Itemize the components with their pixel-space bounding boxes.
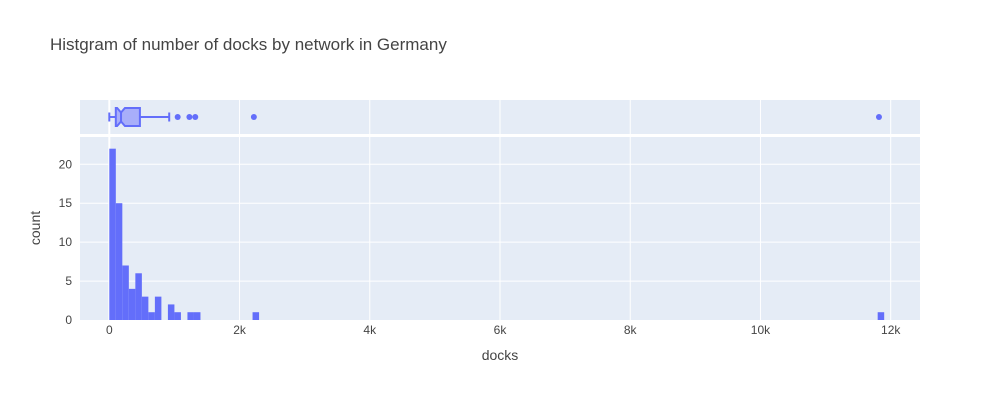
histogram-bar-0	[109, 148, 116, 320]
histogram-gridlines	[80, 137, 920, 320]
box-outlier-1	[186, 114, 193, 120]
histogram-bar-5	[141, 296, 149, 320]
histogram-bar-1	[115, 203, 123, 320]
x-tick-label-6: 12k	[881, 323, 901, 337]
marginal-box-plot	[108, 107, 882, 127]
histogram-bar-13	[877, 312, 885, 320]
histogram-bar-12	[252, 312, 260, 320]
x-tick-label-3: 6k	[494, 323, 508, 337]
y-tick-label-4: 20	[59, 157, 73, 171]
x-tick-label-5: 10k	[751, 323, 771, 337]
histogram-bars	[109, 148, 885, 320]
box-body	[114, 107, 141, 127]
y-axis-ticks: 0 5 10 15 20	[59, 157, 73, 327]
x-axis-label: docks	[482, 347, 519, 363]
marginal-box-gridlines	[108, 100, 892, 134]
y-tick-label-1: 5	[65, 274, 72, 288]
histogram-bar-9	[174, 312, 181, 320]
x-tick-label-1: 2k	[233, 323, 247, 337]
x-axis-ticks: 0 2k 4k 6k 8k 10k 12k	[106, 323, 901, 337]
histogram-bar-6	[148, 312, 155, 320]
histogram-bar-8	[167, 304, 175, 320]
x-tick-label-2: 4k	[363, 323, 377, 337]
y-tick-label-2: 10	[59, 235, 73, 249]
histogram-bar-10	[187, 312, 194, 320]
box-outlier-4	[875, 114, 882, 120]
histogram-bar-7	[154, 296, 162, 320]
y-tick-label-0: 0	[65, 313, 72, 327]
x-tick-label-4: 8k	[624, 323, 638, 337]
chart-title: Histgram of number of docks by network i…	[50, 35, 447, 54]
histogram-bar-3	[128, 288, 136, 320]
histogram-bar-11	[193, 312, 201, 320]
histogram-bar-4	[135, 273, 142, 320]
y-tick-label-3: 15	[59, 196, 73, 210]
box-outlier-0	[174, 114, 181, 120]
histogram-bar-2	[122, 265, 129, 320]
box-outlier-2	[192, 114, 199, 120]
x-tick-label-0: 0	[106, 323, 113, 337]
y-axis-label: count	[27, 211, 43, 245]
box-outlier-3	[250, 114, 257, 120]
